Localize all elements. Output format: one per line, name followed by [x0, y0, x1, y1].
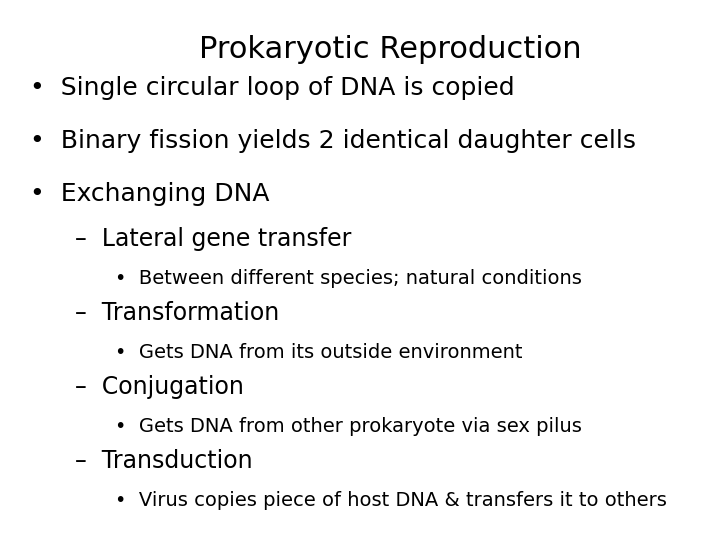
Text: –  Transformation: – Transformation	[75, 301, 279, 325]
Text: •  Gets DNA from its outside environment: • Gets DNA from its outside environment	[115, 343, 523, 362]
Text: •  Binary fission yields 2 identical daughter cells: • Binary fission yields 2 identical daug…	[30, 129, 636, 153]
Text: –  Lateral gene transfer: – Lateral gene transfer	[75, 227, 351, 251]
Text: •  Virus copies piece of host DNA & transfers it to others: • Virus copies piece of host DNA & trans…	[115, 491, 667, 510]
Text: –  Conjugation: – Conjugation	[75, 375, 244, 399]
Text: Prokaryotic Reproduction: Prokaryotic Reproduction	[199, 35, 581, 64]
Text: •  Gets DNA from other prokaryote via sex pilus: • Gets DNA from other prokaryote via sex…	[115, 417, 582, 436]
Text: •  Exchanging DNA: • Exchanging DNA	[30, 182, 269, 206]
Text: –  Transduction: – Transduction	[75, 449, 253, 473]
Text: •  Between different species; natural conditions: • Between different species; natural con…	[115, 269, 582, 288]
Text: •  Single circular loop of DNA is copied: • Single circular loop of DNA is copied	[30, 76, 515, 100]
